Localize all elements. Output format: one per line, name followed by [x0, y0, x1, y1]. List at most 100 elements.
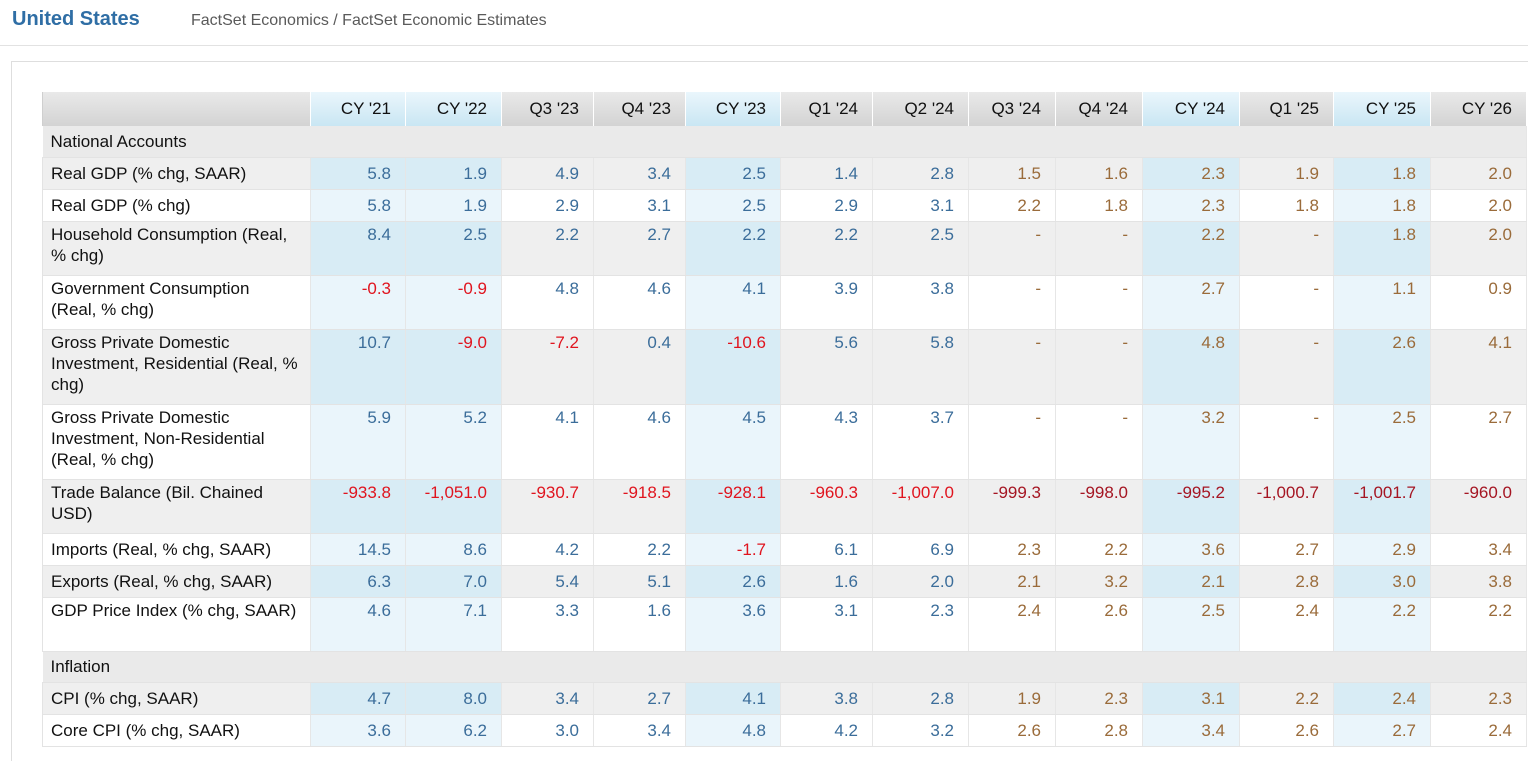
economic-estimates-table: CY '21 CY '22 Q3 '23 Q4 '23 CY '23 Q1 '24 Q2 '… [42, 92, 1527, 747]
value-cell: 3.8 [1430, 565, 1527, 598]
value-cell: 2.3 [968, 533, 1056, 566]
table-row[interactable]: Real GDP (% chg, SAAR) 5.8 1.9 4.9 3.4 2.5 1.4… [42, 157, 1527, 190]
value-cell: 1.6 [1055, 157, 1143, 190]
value-cell: -999.3 [968, 479, 1056, 534]
value-cell: - [1239, 404, 1334, 480]
value-cell: 1.9 [1239, 157, 1334, 190]
value-cell: - [1055, 275, 1143, 330]
value-cell: 2.5 [685, 189, 781, 222]
column-header[interactable]: Q4 '24 [1055, 92, 1143, 126]
table-body: National Accounts Real GDP (% chg, SAAR) 5… [42, 126, 1527, 747]
value-cell: 2.5 [1142, 597, 1240, 652]
row-label: Exports (Real, % chg, SAAR) [42, 565, 311, 598]
value-cell: 2.9 [1333, 533, 1431, 566]
value-cell: 4.2 [780, 714, 873, 747]
value-cell: 3.1 [872, 189, 969, 222]
value-cell: 3.6 [310, 714, 406, 747]
table-header-row: CY '21 CY '22 Q3 '23 Q4 '23 CY '23 Q1 '24 Q2 '… [42, 92, 1527, 126]
table-row[interactable]: Core CPI (% chg, SAAR) 3.6 6.2 3.0 3.4 4.8 4.2… [42, 714, 1527, 747]
row-label: Real GDP (% chg) [42, 189, 311, 222]
value-cell: 4.5 [685, 404, 781, 480]
value-cell: 2.4 [1333, 682, 1431, 715]
value-cell: 2.2 [1055, 533, 1143, 566]
value-cell: 8.0 [405, 682, 502, 715]
top-bar: United States FactSet Economics / FactSe… [0, 0, 1528, 46]
value-cell: 2.4 [1430, 714, 1527, 747]
value-cell: 2.3 [1430, 682, 1527, 715]
value-cell: 2.4 [968, 597, 1056, 652]
value-cell: 4.9 [501, 157, 594, 190]
value-cell: 2.9 [780, 189, 873, 222]
value-cell: 2.5 [685, 157, 781, 190]
column-header[interactable]: Q4 '23 [593, 92, 686, 126]
value-cell: 2.8 [1239, 565, 1334, 598]
country-title[interactable]: United States [12, 8, 140, 30]
value-cell: 2.5 [872, 221, 969, 276]
value-cell: 3.0 [501, 714, 594, 747]
value-cell: 4.6 [593, 275, 686, 330]
column-header[interactable]: CY '21 [310, 92, 406, 126]
value-cell: 3.2 [1055, 565, 1143, 598]
value-cell: 3.7 [872, 404, 969, 480]
column-header[interactable]: Q1 '25 [1239, 92, 1334, 126]
column-header[interactable]: CY '25 [1333, 92, 1431, 126]
value-cell: 4.6 [310, 597, 406, 652]
value-cell: 0.9 [1430, 275, 1527, 330]
value-cell: 3.1 [780, 597, 873, 652]
value-cell: 4.1 [685, 275, 781, 330]
column-header[interactable]: Q3 '23 [501, 92, 594, 126]
column-header[interactable]: Q1 '24 [780, 92, 873, 126]
value-cell: 5.2 [405, 404, 502, 480]
value-cell: -10.6 [685, 329, 781, 405]
value-cell: 2.8 [872, 682, 969, 715]
value-cell: 2.2 [1333, 597, 1431, 652]
value-cell: 4.6 [593, 404, 686, 480]
column-header[interactable]: CY '23 [685, 92, 781, 126]
column-header[interactable]: CY '24 [1142, 92, 1240, 126]
table-row[interactable]: Exports (Real, % chg, SAAR) 6.3 7.0 5.4 5.1 2… [42, 565, 1527, 598]
value-cell: -1,007.0 [872, 479, 969, 534]
table-row[interactable]: Imports (Real, % chg, SAAR) 14.5 8.6 4.2 2.2… [42, 533, 1527, 566]
column-header[interactable]: Q2 '24 [872, 92, 969, 126]
value-cell: -0.9 [405, 275, 502, 330]
value-cell: 2.7 [1333, 714, 1431, 747]
value-cell: 2.7 [1142, 275, 1240, 330]
value-cell: -933.8 [310, 479, 406, 534]
table-row[interactable]: CPI (% chg, SAAR) 4.7 8.0 3.4 2.7 4.1 3.8 2.8 1.… [42, 682, 1527, 715]
column-header[interactable]: CY '22 [405, 92, 502, 126]
value-cell: 2.4 [1239, 597, 1334, 652]
column-header[interactable]: Q3 '24 [968, 92, 1056, 126]
value-cell: 7.1 [405, 597, 502, 652]
value-cell: 2.7 [1430, 404, 1527, 480]
value-cell: 2.5 [405, 221, 502, 276]
value-cell: 10.7 [310, 329, 406, 405]
value-cell: 2.0 [872, 565, 969, 598]
value-cell: 3.4 [593, 714, 686, 747]
value-cell: - [1055, 221, 1143, 276]
value-cell: - [968, 275, 1056, 330]
table-row[interactable]: Government Consumption (Real, % chg) -0.3… [42, 275, 1527, 330]
value-cell: - [968, 221, 1056, 276]
table-row[interactable]: Trade Balance (Bil. Chained USD) -933.8 -1… [42, 479, 1527, 534]
value-cell: 1.6 [780, 565, 873, 598]
value-cell: 2.2 [968, 189, 1056, 222]
value-cell: 0.4 [593, 329, 686, 405]
table-row[interactable]: GDP Price Index (% chg, SAAR) 4.6 7.1 3.3 1.… [42, 597, 1527, 652]
row-label: Gross Private Domestic Investment, Non-R… [42, 404, 311, 480]
value-cell: 1.5 [968, 157, 1056, 190]
value-cell: -928.1 [685, 479, 781, 534]
value-cell: 3.3 [501, 597, 594, 652]
value-cell: -1,051.0 [405, 479, 502, 534]
value-cell: 1.8 [1333, 221, 1431, 276]
value-cell: 4.1 [685, 682, 781, 715]
value-cell: 2.5 [1333, 404, 1431, 480]
value-cell: 3.1 [593, 189, 686, 222]
table-row[interactable]: Gross Private Domestic Investment, Non-R… [42, 404, 1527, 480]
value-cell: 3.1 [1142, 682, 1240, 715]
table-row[interactable]: Gross Private Domestic Investment, Resid… [42, 329, 1527, 405]
table-row[interactable]: Real GDP (% chg) 5.8 1.9 2.9 3.1 2.5 2.9 3.1 2.2… [42, 189, 1527, 222]
column-header[interactable]: CY '26 [1430, 92, 1527, 126]
table-row[interactable]: Household Consumption (Real, % chg) 8.4 2.… [42, 221, 1527, 276]
value-cell: 5.6 [780, 329, 873, 405]
value-cell: 1.8 [1239, 189, 1334, 222]
